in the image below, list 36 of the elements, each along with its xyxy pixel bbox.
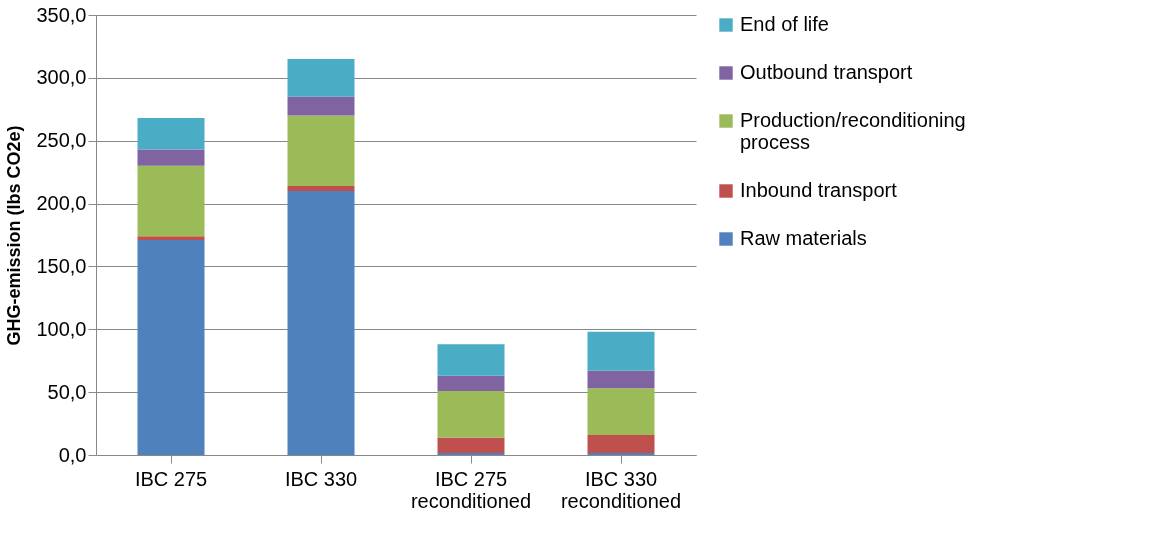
bar [137,240,205,455]
bar [437,344,505,376]
y-tick-label: 300,0 [36,66,87,89]
legend-label: Production/reconditioning process [740,109,966,153]
legend-label: Inbound transport [740,179,898,201]
bar [137,118,205,150]
y-tick-label: 250,0 [36,129,87,152]
y-tick-label: 50,0 [47,380,87,403]
bar [137,236,205,241]
bar [437,390,505,438]
x-tick-label: IBC 330 [284,467,358,490]
y-tick-label: 0,0 [58,443,87,466]
bar [587,331,655,371]
bar [137,149,205,166]
bar [437,437,505,454]
legend-label: Raw materials [740,227,867,249]
legend-label: Outbound transport [740,61,913,83]
legend-label: End of life [740,13,829,35]
y-axis-title: GHG-emission (lbs CO2e) [4,125,25,346]
bar [587,388,655,435]
bar [137,165,205,237]
bar [287,191,355,455]
y-tick-label: 350,0 [36,3,87,26]
y-tick-label: 150,0 [36,254,87,277]
x-tick-label: IBC 275 [134,467,208,490]
bar [587,434,655,454]
bar [287,96,355,116]
bar [437,375,505,391]
bar [287,59,355,97]
bar [287,115,355,186]
bar [287,185,355,191]
x-tick-label: IBC 275 reconditioned [410,467,532,512]
y-tick-label: 200,0 [36,192,87,215]
bar [587,370,655,389]
x-tick-label: IBC 330 reconditioned [560,467,682,512]
y-tick-label: 100,0 [36,317,87,340]
